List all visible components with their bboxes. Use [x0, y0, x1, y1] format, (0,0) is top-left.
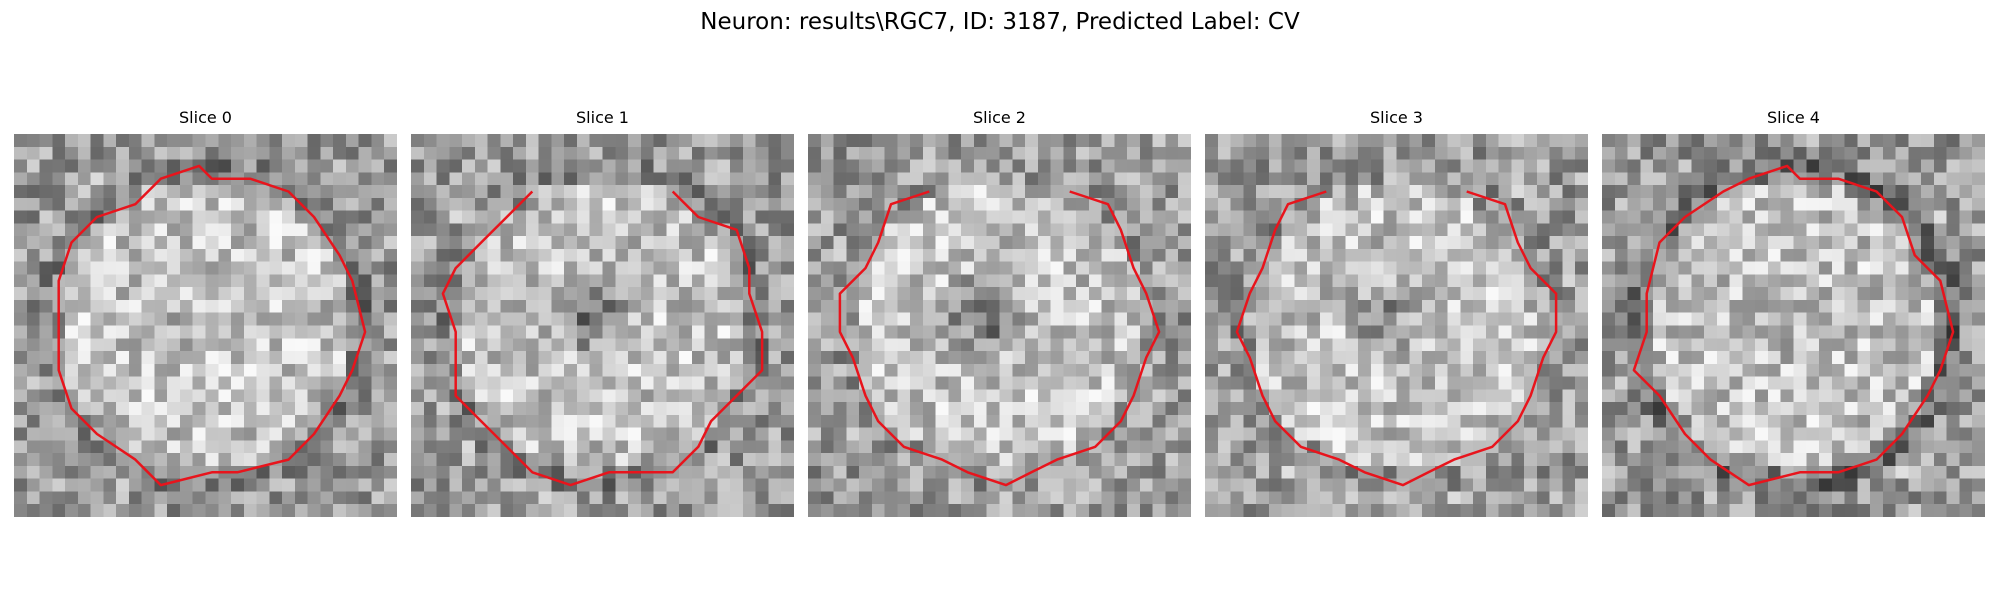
slice-title: Slice 2 — [973, 108, 1026, 127]
slice-title: Slice 4 — [1767, 108, 1820, 127]
contour-line — [838, 190, 1161, 487]
grayscale-slice — [1205, 134, 1588, 517]
slice-image — [808, 134, 1191, 517]
cell-contour — [838, 190, 1161, 487]
contour-line — [1235, 190, 1558, 487]
figure-title: Neuron: results\RGC7, ID: 3187, Predicte… — [700, 9, 1300, 35]
slice-image — [1602, 134, 1985, 517]
grayscale-slice — [808, 134, 1191, 517]
slice-title: Slice 1 — [576, 108, 629, 127]
grayscale-slice — [1602, 134, 1985, 517]
grayscale-slice — [14, 134, 397, 517]
contour-line — [441, 190, 764, 487]
cell-contour — [1632, 164, 1955, 487]
cell-contour — [1235, 190, 1558, 487]
contour-line — [1632, 164, 1955, 487]
slice-image — [14, 134, 397, 517]
contour-line — [57, 164, 367, 487]
slice-title: Slice 0 — [179, 108, 232, 127]
slice-image — [1205, 134, 1588, 517]
slice-image — [411, 134, 794, 517]
cell-contour — [441, 190, 764, 487]
cell-contour — [57, 164, 367, 487]
grayscale-slice — [411, 134, 794, 517]
slice-title: Slice 3 — [1370, 108, 1423, 127]
